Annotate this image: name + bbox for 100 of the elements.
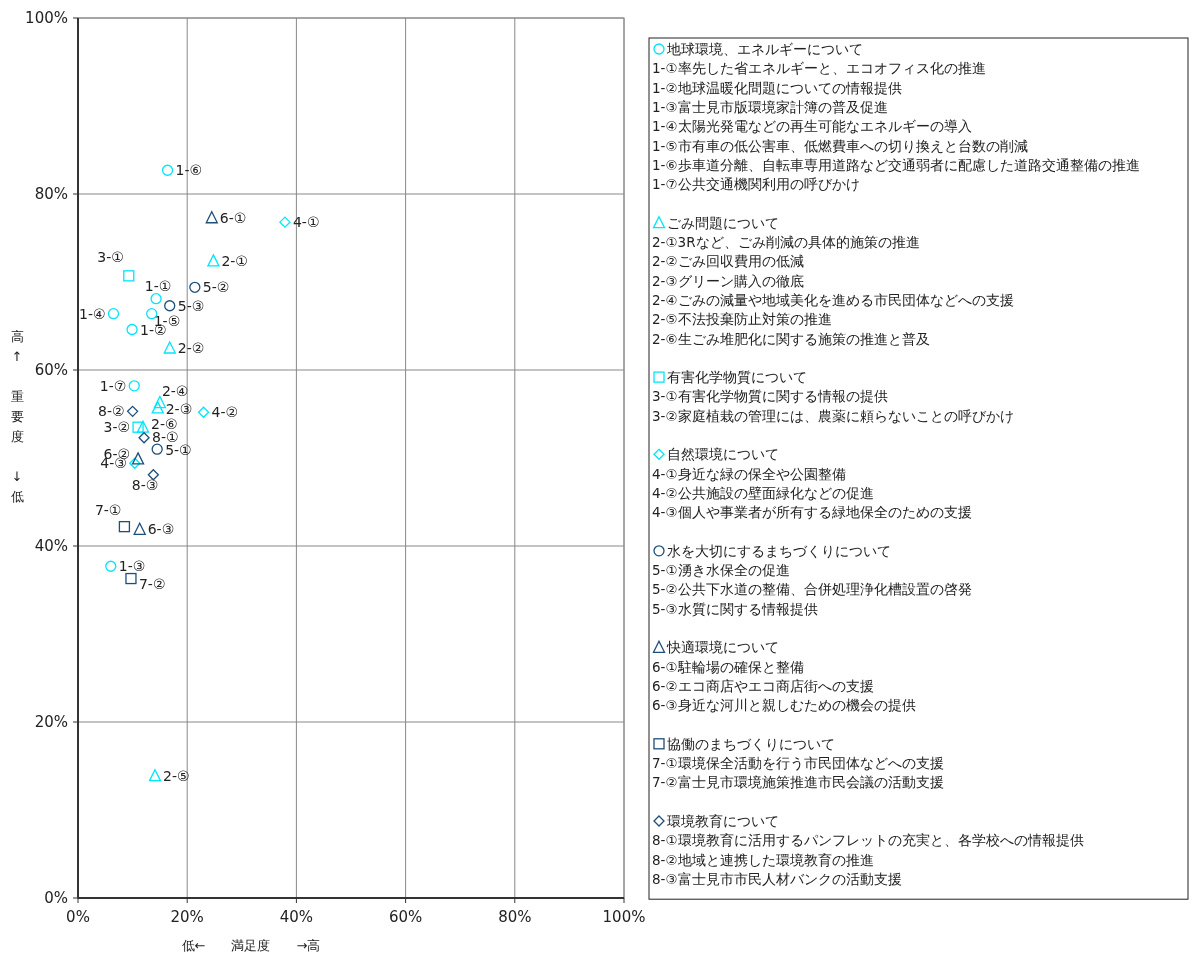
annotation: 6-①	[219, 209, 247, 226]
text: 1-①率先した省エネルギーと、エコオフィス化の推進	[652, 60, 986, 77]
annotation: 7-①	[94, 501, 122, 518]
point	[123, 270, 135, 282]
text: 2-③グリーン購入の徹底	[652, 272, 804, 289]
x-tick-label: 40%	[279, 908, 314, 926]
point	[107, 308, 120, 320]
annotation: 3-②	[103, 419, 131, 436]
text: 1-⑥歩車道分離、自転車専用道路など交通弱者に配慮した道路交通整備の推進	[652, 156, 1140, 173]
point	[151, 443, 163, 455]
annotation: 8-①	[152, 428, 179, 445]
text: 8-②地域と連携した環境教育の推進	[652, 851, 874, 868]
text: 2-④ごみの減量や地域美化を進める市民団体などへの支援	[652, 291, 1014, 308]
annotation: 6-③	[147, 521, 175, 538]
annotation: 8-②	[98, 403, 125, 420]
text: 1-⑤市有車の低公害車、低燃費車への切り換えと台数の削減	[652, 137, 1028, 154]
point	[129, 457, 141, 469]
point	[207, 254, 220, 267]
point	[128, 380, 140, 392]
y-tick-label: 40%	[34, 537, 68, 556]
legend-label: 水を大切にするまちづくりについて	[667, 542, 891, 559]
text: 5-③水質に関する情報提供	[652, 600, 818, 617]
annotation: 7-②	[138, 575, 166, 592]
y-tick-label: 20%	[34, 713, 68, 732]
annotation: 2-⑤	[162, 767, 190, 784]
text: 8-③富士見市市民人材バンクの活動支援	[652, 870, 902, 887]
text: 2-①3Rなど、ごみ削減の具体的施策の推進	[652, 234, 920, 250]
legend-label: 有害化学物質について	[667, 369, 807, 386]
point	[138, 432, 150, 444]
point	[163, 341, 176, 354]
x-tick-label: 80%	[498, 908, 532, 926]
legend-label: ごみ問題について	[667, 214, 779, 231]
y-tick-label: 100%	[25, 9, 68, 28]
point	[126, 405, 139, 418]
legend-label: 協働のまちづくりについて	[667, 735, 835, 752]
legend-label: 地球環境、エネルギーについて	[666, 41, 863, 57]
text: 7-①環境保全活動を行う市民団体などへの支援	[652, 755, 944, 772]
point	[105, 560, 117, 572]
annotation: 2-①	[221, 252, 248, 269]
text: 1-②地球温暖化問題についての情報提供	[652, 79, 902, 96]
point	[150, 293, 162, 305]
point	[153, 395, 167, 409]
text: 4-②公共施設の壁面緑化などの促進	[652, 484, 874, 501]
annotation: 4-②	[211, 404, 239, 421]
point	[133, 522, 146, 535]
point	[148, 769, 162, 782]
annotation: 2-③	[165, 400, 193, 417]
text: 2-②ごみ回収費用の低減	[652, 253, 804, 270]
text: 2-⑥生ごみ堆肥化に関する施策の推進と普及	[652, 330, 930, 347]
text: 3-①有害化学物質に関する情報の提供	[652, 388, 888, 405]
point	[125, 572, 137, 585]
y-tick-label: 60%	[34, 361, 68, 380]
point	[279, 216, 291, 228]
point	[132, 421, 144, 433]
x-tick-label: 60%	[388, 908, 423, 926]
point	[131, 452, 145, 465]
x-tick-label: 20%	[170, 908, 204, 926]
text: 1-③富士見市版環境家計簿の普及促進	[652, 98, 888, 115]
annotation: 5-①	[165, 442, 192, 459]
x-axis-title: 低← 満足度 →高	[181, 938, 321, 953]
annotation: 1-⑥	[175, 162, 203, 179]
point	[136, 420, 150, 433]
legend-label: 自然環境について	[667, 446, 779, 463]
text: 7-②富士見市環境施策推進市民会議の活動支援	[652, 774, 944, 791]
text: 3-②家庭植栽の管理には、農薬に頼らないことの呼びかけ	[652, 407, 1014, 424]
point	[126, 323, 138, 336]
text: 高↑ 重要度 ↓低	[10, 329, 24, 504]
point	[197, 406, 210, 418]
annotation: 3-①	[97, 248, 124, 265]
point	[118, 520, 131, 533]
annotation: 4-①	[292, 214, 320, 231]
text: 1-⑦公共交通機関利用の呼びかけ	[652, 176, 860, 193]
point	[205, 211, 218, 224]
annotation: 5-③	[177, 297, 205, 314]
x-tick-label: 100%	[602, 908, 646, 926]
annotation: 2-②	[177, 340, 205, 356]
y-tick-label: 80%	[34, 185, 68, 204]
annotation: 2-④	[161, 382, 189, 399]
x-tick-label: 0%	[66, 908, 90, 926]
text: 2-⑤不法投棄防止対策の推進	[652, 311, 832, 328]
text: 1-④太陽光発電などの再生可能なエネルギーの導入	[652, 118, 972, 135]
point	[164, 300, 176, 312]
text: 5-②公共下水道の整備、合併処理浄化槽設置の啓発	[652, 581, 972, 598]
annotation: 5-②	[202, 279, 230, 296]
text: 5-①湧き水保全の促進	[652, 562, 790, 579]
text: 6-②エコ商店やエコ商店街への支援	[652, 677, 874, 694]
text: 8-①環境教育に活用するパンフレットの充実と、各学校への情報提供	[652, 832, 1084, 849]
y-tick-label: 0%	[44, 889, 68, 908]
annotation: 8-③	[131, 476, 159, 493]
legend-label: 環境教育について	[667, 813, 779, 829]
point	[151, 401, 164, 414]
text: 6-①駐輪場の確保と整備	[652, 658, 804, 675]
annotation: 1-③	[118, 558, 146, 575]
annotation: 1-①	[144, 277, 172, 294]
annotation: 1-④	[78, 305, 106, 322]
annotation: 1-⑦	[99, 377, 127, 394]
text: 6-③身近な河川と親しむための機会の提供	[652, 697, 916, 714]
text: 4-①身近な緑の保全や公園整備	[652, 465, 846, 482]
legend-label: 快適環境について	[666, 639, 779, 656]
point	[189, 281, 201, 293]
